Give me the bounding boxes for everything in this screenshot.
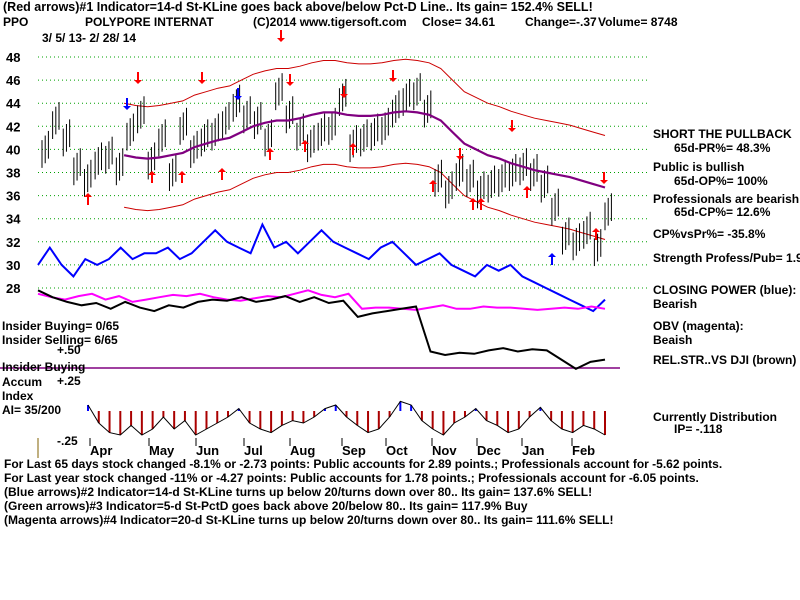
y-tick-30: 30: [6, 258, 20, 273]
company-name: POLYPORE INTERNAT: [85, 15, 214, 29]
insider-selling-count: Insider Selling= 6/65: [2, 333, 118, 347]
indicator-1-text: (Red arrows)#1 Indicator=14-d St-KLine g…: [3, 0, 593, 14]
footer-green-arrows: (Green arrows)#3 Indicator=5-d St-PctD g…: [4, 499, 528, 513]
professionals-bearish: Professionals are bearish: [653, 192, 800, 206]
y-tick-38: 38: [6, 166, 20, 181]
buy-arrow-icon: [523, 186, 531, 198]
obv-title: OBV (magenta):: [653, 319, 744, 333]
volume-value: Volume= 8748: [598, 15, 678, 29]
ai-tick-plus-25: +.25: [57, 374, 81, 388]
moving-average-line: [123, 110, 606, 189]
sell-arrow-icon: [340, 86, 348, 98]
buy-arrow-icon: [301, 140, 309, 152]
closing-power-line: [37, 222, 606, 313]
y-tick-42: 42: [6, 119, 20, 134]
ai-value: AI= 35/200: [2, 403, 62, 417]
insider-buying-count: Insider Buying= 0/65: [2, 319, 120, 333]
footer-magenta-arrows: (Magenta arrows)#4 Indicator=20-d St-KLi…: [4, 513, 614, 527]
obv-line: [37, 289, 606, 311]
y-tick-48: 48: [6, 50, 20, 65]
date-range: 3/ 5/ 13- 2/ 28/ 14: [42, 31, 137, 45]
x-tick-Aug: Aug: [290, 443, 315, 458]
sell-arrow-icon: [277, 30, 285, 42]
accum-label: Accum: [2, 375, 43, 389]
sell-arrow-icon: [123, 98, 131, 110]
buy-arrow-icon: [477, 198, 485, 210]
obv-value: Beaish: [653, 333, 693, 347]
x-tick-Sep: Sep: [342, 443, 366, 458]
sell-arrow-icon: [134, 72, 142, 84]
cp-value: 65d-CP%= 12.6%: [674, 205, 771, 219]
buy-arrow-icon: [178, 171, 186, 183]
strength-profess-pub: Strength Profess/Pub= 1.9: [653, 251, 800, 265]
y-tick-32: 32: [6, 235, 20, 250]
x-tick-Oct: Oct: [386, 443, 408, 458]
x-tick-Apr: Apr: [90, 443, 112, 458]
lower-band: [124, 162, 606, 240]
ai-tick-minus-25: -.25: [57, 434, 78, 448]
buy-arrow-icon: [469, 198, 477, 210]
rel-str-line: [37, 289, 606, 371]
cp-vs-pr: CP%vsPr%= -35.8%: [653, 227, 766, 241]
sell-arrow-icon: [234, 88, 242, 100]
footer-blue-arrows: (Blue arrows)#2 Indicator=14-d St-KLine …: [4, 485, 593, 499]
footer-last-year: For Last year stock changed -11% or -4.2…: [4, 471, 699, 485]
y-tick-46: 46: [6, 73, 20, 88]
sell-arrow-icon: [508, 120, 516, 132]
footer-65-days: For Last 65 days stock changed -8.1% or …: [4, 457, 723, 471]
sell-arrow-icon: [600, 172, 608, 184]
buy-arrow-icon: [429, 180, 437, 192]
buy-arrow-icon: [592, 228, 600, 240]
close-value: Close= 34.61: [422, 15, 496, 29]
closing-power-title: CLOSING POWER (blue):: [653, 283, 797, 297]
x-tick-Dec: Dec: [477, 443, 501, 458]
x-tick-Nov: Nov: [432, 443, 457, 458]
distribution-label: Currently Distribution: [653, 410, 778, 424]
insider-buying-label: Insider Buying: [2, 360, 86, 374]
x-tick-Jan: Jan: [522, 443, 544, 458]
rel-str-label: REL.STR..VS DJI (brown): [653, 353, 797, 367]
copyright: (C)2014 www.tigersoft.com: [253, 15, 407, 29]
y-tick-34: 34: [6, 212, 21, 227]
x-tick-May: May: [149, 443, 175, 458]
op-value: 65d-OP%= 100%: [674, 174, 768, 188]
x-tick-Jul: Jul: [244, 443, 263, 458]
ticker: PPO: [3, 15, 29, 29]
upper-band: [124, 58, 606, 136]
buy-arrow-icon: [548, 253, 556, 265]
y-tick-36: 36: [6, 189, 20, 204]
y-tick-44: 44: [6, 96, 21, 111]
change-value: Change=-.37: [525, 15, 597, 29]
sell-arrow-icon: [198, 72, 206, 84]
closing-power-value: Bearish: [653, 297, 698, 311]
sell-arrow-icon: [389, 70, 397, 82]
index-label: Index: [2, 389, 34, 403]
sell-arrow-icon: [456, 148, 464, 160]
buy-arrow-icon: [148, 171, 156, 183]
x-tick-Feb: Feb: [572, 443, 595, 458]
y-tick-40: 40: [6, 142, 20, 157]
public-bullish: Public is bullish: [653, 160, 745, 174]
sell-arrow-icon: [286, 74, 294, 86]
pr-value: 65d-PR%= 48.3%: [674, 141, 771, 155]
buy-arrow-icon: [218, 168, 226, 180]
buy-arrow-icon: [349, 143, 357, 155]
short-pullback: SHORT THE PULLBACK: [653, 127, 792, 141]
buy-arrow-icon: [266, 148, 274, 160]
x-tick-Jun: Jun: [196, 443, 219, 458]
ip-value: IP= -.118: [674, 422, 723, 436]
ai-line: [87, 400, 606, 436]
y-tick-28: 28: [6, 281, 20, 296]
buy-arrow-icon: [84, 193, 92, 205]
ai-tick-plus-50: +.50: [57, 343, 81, 357]
